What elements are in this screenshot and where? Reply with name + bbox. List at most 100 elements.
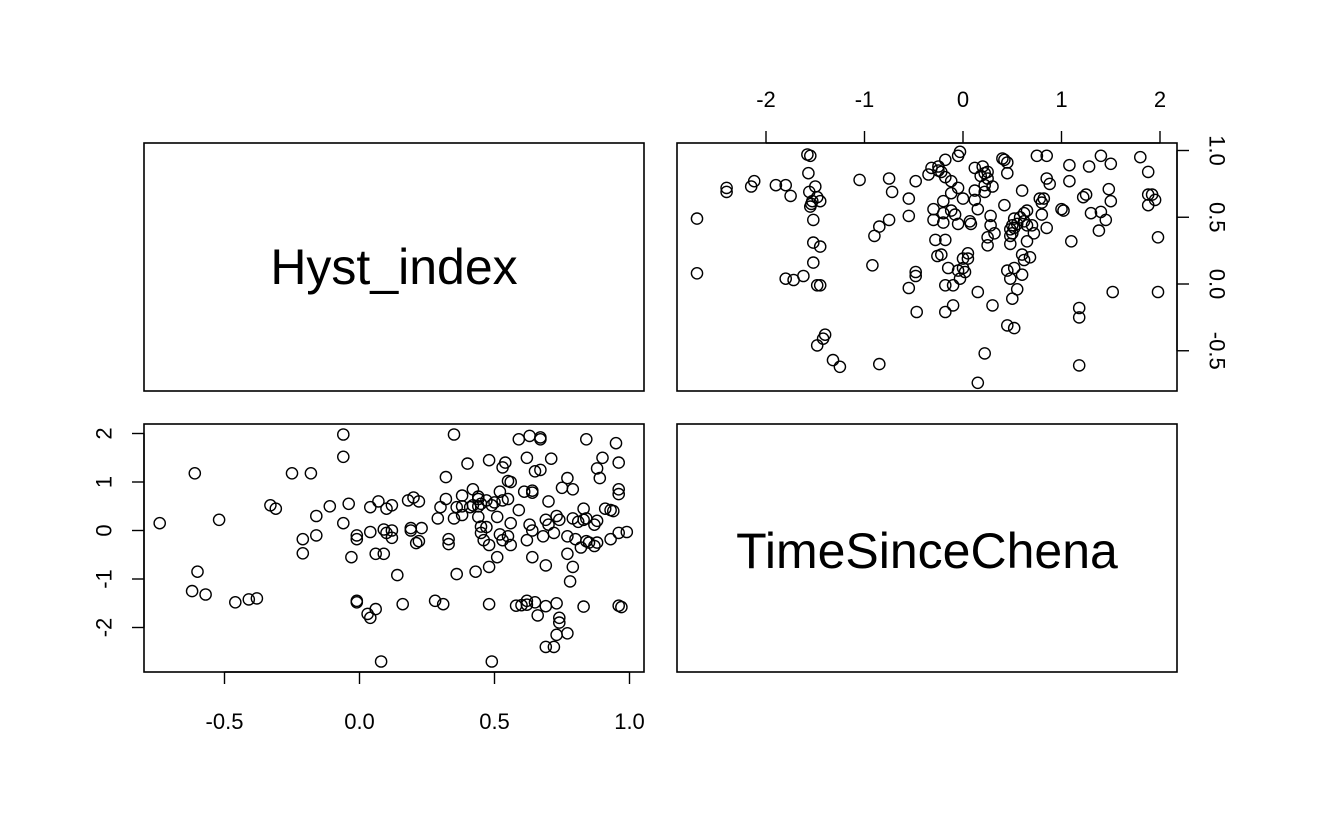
scatter-point (944, 204, 958, 217)
left-axis-time: -2 -1 0 1 2 (92, 427, 145, 637)
scatter-point (561, 530, 574, 543)
scatter-point (807, 213, 820, 227)
scatter-point (363, 525, 377, 539)
top-axis-tick-label: 1 (1055, 87, 1067, 112)
scatter-point (442, 537, 455, 551)
scatter-point (396, 597, 410, 611)
scatter-point (1063, 174, 1076, 188)
scatter-point (250, 592, 264, 605)
scatter-point (1023, 250, 1037, 264)
scatter-point (336, 428, 350, 441)
scatter-point (1072, 301, 1086, 315)
scatter-point (523, 429, 536, 443)
scatter-point (885, 185, 899, 199)
scatter-point (769, 178, 783, 192)
scatter-point (1057, 204, 1070, 217)
scatter-point (984, 209, 997, 223)
scatter-point (1094, 149, 1108, 163)
scatter-point (372, 495, 385, 508)
scatter-point (1001, 264, 1014, 277)
scatter-point (853, 173, 866, 187)
scatter-point (998, 198, 1011, 212)
left-axis-tick-label: 2 (92, 427, 117, 439)
scatter-point (929, 233, 942, 247)
scatter-point (431, 512, 445, 525)
scatter-point (185, 584, 199, 598)
scatter-point (580, 432, 593, 446)
bottom-axis-tick-label: 0.5 (479, 709, 510, 734)
top-axis-tick-label: -1 (855, 87, 875, 112)
scatter-point (493, 528, 507, 541)
scatter-point (747, 174, 761, 188)
scatter-point (439, 470, 453, 484)
scatter-point (455, 489, 469, 502)
scatter-point (199, 588, 212, 601)
scatter-point (531, 609, 545, 622)
scatter-point (909, 265, 923, 279)
scatter-point (813, 240, 827, 253)
scatter-point (369, 602, 383, 616)
scatter-point (981, 238, 994, 252)
scatter-point (1104, 157, 1118, 171)
scatter-point (866, 258, 879, 272)
scatter-point (550, 628, 563, 642)
scatter-point (971, 202, 985, 216)
scatter-point (477, 533, 491, 547)
scatter-point (309, 529, 323, 542)
scatter-point (978, 347, 992, 360)
scatter-point (569, 532, 582, 546)
scatter-point (188, 466, 202, 480)
scatter-point (350, 594, 364, 608)
scatter-point (553, 513, 566, 527)
scatter-point (882, 172, 896, 185)
scatter-point (434, 500, 447, 514)
scatter-point (1004, 237, 1017, 251)
scatter-point (407, 491, 420, 504)
scatter-point (988, 226, 1001, 240)
scatter-point (264, 498, 277, 512)
scatter-point (910, 305, 924, 319)
scatter-point (550, 509, 563, 523)
scatter-point (561, 547, 574, 561)
scatter-point (374, 655, 388, 668)
panel-hyst-index-diagonal (143, 142, 645, 392)
scatter-point (807, 256, 820, 269)
scatter-point (488, 496, 501, 509)
scatter-point (1001, 166, 1014, 180)
scatter-point (797, 269, 810, 283)
scatter-point (978, 178, 992, 192)
scatter-point (986, 180, 999, 193)
scatter-point (620, 525, 634, 539)
scatter-point (1084, 206, 1098, 220)
scatter-point (526, 484, 539, 498)
scatter-point (1092, 224, 1106, 237)
scatter-point (612, 482, 626, 496)
scatter-point (496, 494, 509, 507)
scatter-point (534, 463, 547, 477)
scatter-point (1007, 261, 1021, 275)
scatter-point (561, 627, 574, 640)
scatter-point (566, 512, 580, 525)
scatter-point (998, 153, 1011, 167)
scatter-point (1082, 160, 1096, 173)
scatter-point (1072, 359, 1086, 372)
scatter-point (1079, 188, 1093, 201)
scatter-point (1035, 208, 1049, 221)
scatter-point (690, 212, 704, 225)
scatter-point (1017, 253, 1031, 267)
scatter-point (1015, 248, 1029, 261)
scatter-point (404, 524, 418, 537)
scatter-point (968, 161, 982, 175)
scatter-point (1020, 204, 1034, 217)
scatter-point (309, 509, 323, 523)
scatter-point (937, 194, 950, 208)
scatter-point (690, 266, 704, 280)
scatter-point (612, 526, 626, 540)
scatter-point (1001, 319, 1014, 332)
scatter-point (1015, 268, 1029, 282)
diag-label-time-since-chena: TimeSinceChena (736, 523, 1118, 579)
scatter-point (536, 530, 550, 543)
scatter-point (436, 597, 450, 611)
scatter-point (951, 181, 965, 195)
scatter-point (442, 532, 455, 546)
